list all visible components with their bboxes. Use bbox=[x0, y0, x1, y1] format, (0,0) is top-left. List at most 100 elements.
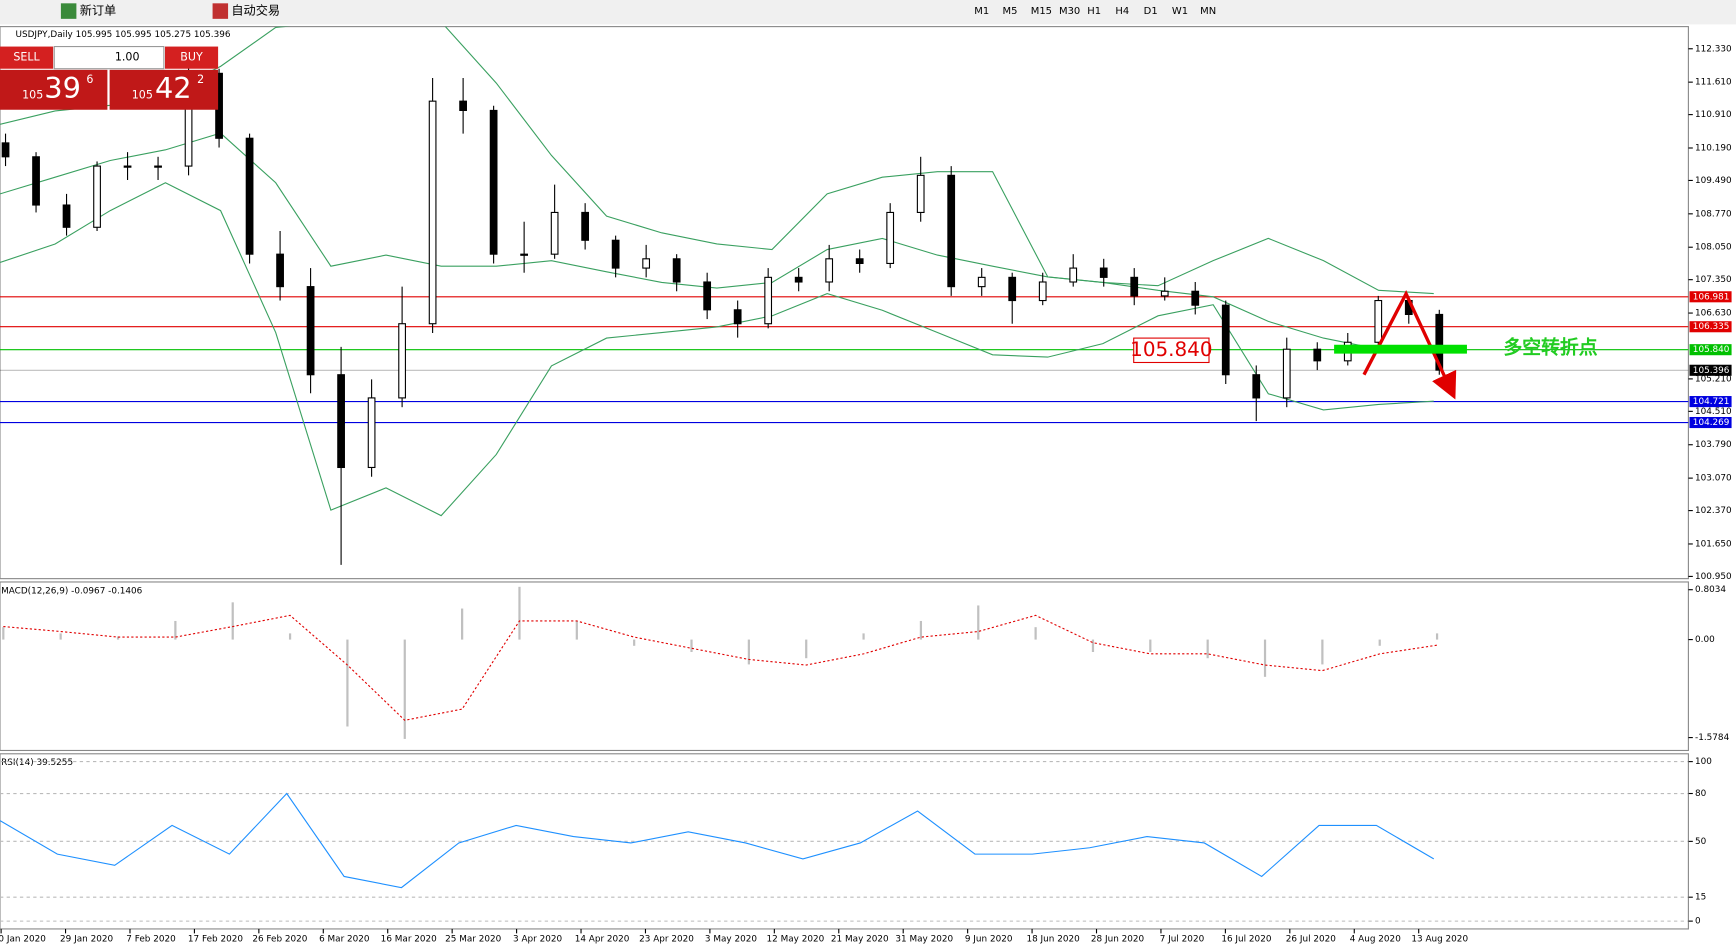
y-tick-label: -1.5784 bbox=[1695, 733, 1730, 743]
y-tick-label: 103.070 bbox=[1695, 474, 1732, 484]
candle-body bbox=[611, 239, 620, 269]
y-tick-label: 109.490 bbox=[1695, 176, 1732, 186]
macd-bar bbox=[919, 620, 923, 640]
buy-big: 105 bbox=[132, 88, 153, 101]
level-tag bbox=[1689, 321, 1732, 333]
level-label: 104.269 bbox=[1693, 418, 1730, 428]
x-tick-label: 25 Mar 2020 bbox=[445, 934, 501, 944]
candle-body bbox=[459, 100, 467, 111]
timeframe[interactable]: M5 bbox=[1003, 6, 1018, 17]
candle-body bbox=[550, 211, 559, 255]
candle-body bbox=[947, 174, 956, 288]
candle-body bbox=[1191, 290, 1200, 306]
timeframe[interactable]: MN bbox=[1200, 6, 1216, 17]
x-tick-label: 29 Jan 2020 bbox=[60, 934, 113, 944]
candle-body bbox=[398, 323, 406, 399]
new-order-icon[interactable] bbox=[60, 3, 77, 19]
x-tick-label: 31 May 2020 bbox=[895, 934, 953, 944]
candle-body bbox=[1374, 299, 1383, 343]
y-tick-label: 108.050 bbox=[1695, 243, 1732, 253]
timeframe[interactable]: W1 bbox=[1172, 6, 1188, 17]
candle-body bbox=[764, 276, 773, 325]
macd-bar bbox=[1206, 639, 1209, 659]
candle-body bbox=[93, 165, 101, 228]
timeframe[interactable]: M1 bbox=[974, 6, 989, 17]
level-tag bbox=[1689, 344, 1732, 356]
annotation: 105.840 bbox=[1130, 337, 1212, 361]
x-tick-label: 18 Jun 2020 bbox=[1026, 934, 1080, 944]
new-order[interactable]: 新订单 bbox=[80, 3, 117, 18]
candle-body bbox=[581, 211, 590, 241]
candle-body bbox=[672, 258, 681, 283]
timeframe[interactable]: H1 bbox=[1087, 6, 1101, 17]
x-tick-label: 14 Apr 2020 bbox=[575, 934, 630, 944]
toolbar bbox=[0, 0, 1736, 25]
timeframe[interactable]: M30 bbox=[1059, 6, 1080, 17]
level-label: 106.335 bbox=[1693, 322, 1730, 332]
y-tick-label: 106.630 bbox=[1695, 309, 1732, 319]
x-tick-label: 6 Mar 2020 bbox=[319, 934, 370, 944]
macd-bar bbox=[977, 605, 980, 640]
candle-body bbox=[977, 276, 986, 288]
candle-body bbox=[1221, 304, 1230, 376]
lots-input[interactable] bbox=[53, 46, 165, 70]
x-tick-label: 16 Jul 2020 bbox=[1221, 934, 1271, 944]
auto-trading-icon[interactable] bbox=[212, 3, 229, 19]
macd-bar bbox=[116, 636, 120, 640]
timeframe[interactable]: H4 bbox=[1115, 6, 1129, 17]
level-label: 106.981 bbox=[1693, 292, 1730, 302]
candle-body bbox=[245, 137, 254, 255]
y-tick-label: 0.8034 bbox=[1695, 585, 1726, 595]
price-plot bbox=[0, 26, 1689, 565]
level-tag bbox=[1689, 291, 1732, 303]
x-tick-label: 16 Mar 2020 bbox=[381, 934, 437, 944]
x-tick-label: 3 May 2020 bbox=[705, 934, 757, 944]
candle-body bbox=[32, 156, 40, 206]
candle-body bbox=[1252, 374, 1261, 399]
candle-body bbox=[62, 204, 71, 228]
x-tick-label: 17 Feb 2020 bbox=[188, 934, 243, 944]
timeframe[interactable]: D1 bbox=[1144, 6, 1158, 17]
level-label: 105.396 bbox=[1693, 366, 1730, 376]
macd-bar bbox=[633, 639, 636, 646]
macd-bar bbox=[805, 639, 808, 659]
y-tick-label: 105.210 bbox=[1695, 374, 1732, 384]
y-tick-label: 112.330 bbox=[1695, 44, 1732, 54]
x-tick-label: 13 Aug 2020 bbox=[1411, 934, 1468, 944]
macd-bar bbox=[1263, 639, 1267, 677]
candle-body bbox=[1282, 348, 1291, 399]
x-tick-label: 12 May 2020 bbox=[766, 934, 824, 944]
rsi-line bbox=[0, 792, 1435, 889]
buy-price-box[interactable] bbox=[109, 69, 219, 110]
timeframe[interactable]: M15 bbox=[1031, 6, 1052, 17]
lots[interactable]: 1.00 bbox=[115, 51, 140, 64]
buy-button[interactable] bbox=[164, 46, 219, 69]
sell-button[interactable] bbox=[0, 46, 54, 69]
macd-bar bbox=[174, 620, 177, 640]
sell-price-box[interactable] bbox=[0, 69, 108, 110]
rsi-title: RSI(14) 39.5255 bbox=[1, 758, 73, 768]
y-tick-label: 110.190 bbox=[1695, 143, 1732, 153]
y-tick-label: 100 bbox=[1695, 757, 1712, 767]
annotation-box bbox=[1133, 337, 1210, 364]
auto-trading[interactable]: 自动交易 bbox=[231, 3, 280, 18]
chart-title: USDJPY,Daily 105.995 105.995 105.275 105… bbox=[16, 30, 231, 40]
y-tick-label: 101.650 bbox=[1695, 539, 1732, 549]
candle-body bbox=[367, 397, 376, 469]
macd-bar bbox=[1435, 633, 1439, 640]
sell-label[interactable]: SELL bbox=[13, 51, 40, 64]
x-tick-label: 4 Aug 2020 bbox=[1350, 934, 1401, 944]
candle-body bbox=[1099, 267, 1108, 278]
candle-body bbox=[642, 258, 651, 269]
buy-label[interactable]: BUY bbox=[180, 51, 203, 64]
price-panel bbox=[0, 26, 1689, 580]
x-tick-label: 26 Feb 2020 bbox=[252, 934, 307, 944]
candle-body bbox=[428, 100, 437, 325]
candle-body bbox=[733, 309, 742, 325]
macd-bar bbox=[461, 608, 464, 640]
candle-body bbox=[1160, 290, 1169, 297]
candle-body bbox=[306, 286, 315, 376]
level-tag bbox=[1689, 416, 1732, 429]
